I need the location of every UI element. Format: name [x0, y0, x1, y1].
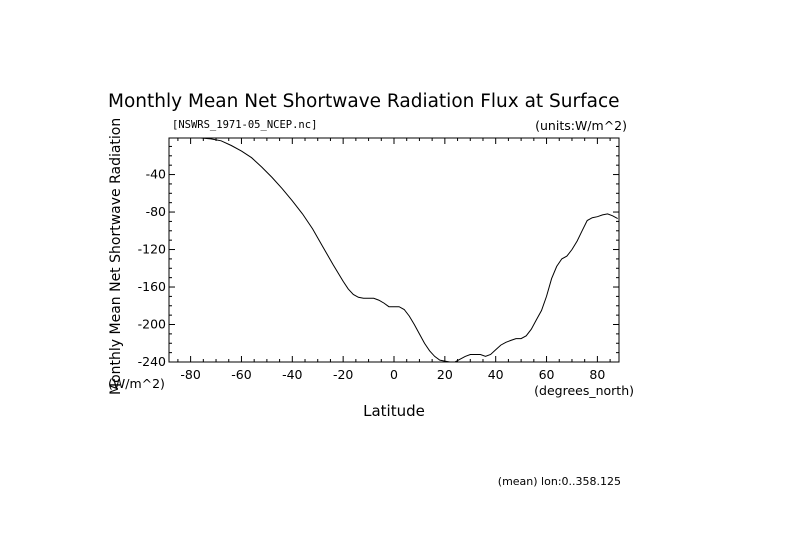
y-tick-label: -120 [138, 242, 166, 257]
y-tick-label: -160 [138, 279, 166, 294]
x-axis-units: (degrees_north) [534, 383, 634, 398]
x-tick-label: -80 [180, 367, 200, 382]
plot-frame [168, 137, 620, 363]
x-tick-label: -40 [282, 367, 302, 382]
y-tick-label: -200 [138, 317, 166, 332]
y-axis-title: Monthly Mean Net Shortwave Radiation [108, 118, 124, 395]
chart-title: Monthly Mean Net Shortwave Radiation Flu… [108, 91, 620, 112]
file-label: [NSWRS_1971-05_NCEP.nc] [172, 119, 317, 131]
y-axis-units: (W/m^2) [108, 376, 165, 391]
x-tick-label: 20 [437, 367, 453, 382]
plot-area: -80 -60 -40 -20 0 20 40 60 80 -40-80-120-160-200… [138, 137, 620, 382]
x-axis-title: Latitude [363, 402, 425, 420]
y-axis: -40 -80 -120 -160 -200 -240 [138, 145, 619, 369]
footer-text: (mean) lon:0..358.125 [498, 475, 621, 488]
x-tick-label: 40 [488, 367, 504, 382]
y-tick-label: -40 [146, 167, 166, 182]
series-line [170, 137, 618, 363]
x-tick-label: -60 [231, 367, 251, 382]
x-tick-label: 0 [390, 367, 398, 382]
x-axis: -80 -60 -40 -20 0 20 40 60 80 [177, 138, 611, 382]
units-label: (units:W/m^2) [535, 118, 627, 133]
x-tick-label: 80 [589, 367, 605, 382]
x-tick-label: -20 [333, 367, 353, 382]
y-tick-label: -240 [138, 354, 166, 369]
y-tick-label: -80 [146, 204, 166, 219]
x-tick-label: 60 [539, 367, 555, 382]
